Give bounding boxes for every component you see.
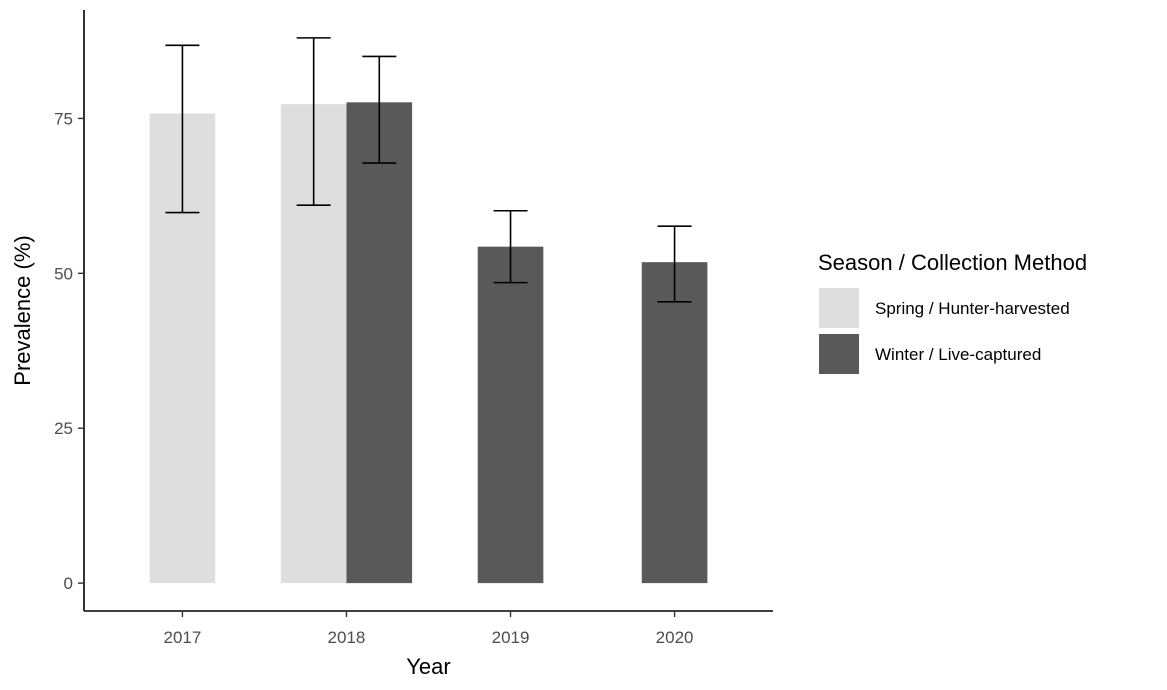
x-tick-label: 2018: [328, 628, 366, 647]
x-tick-label: 2019: [492, 628, 530, 647]
error-bar-2018-spring: [296, 37, 331, 206]
y-axis-title: Prevalence (%): [10, 235, 35, 385]
bars-layer: [149, 102, 708, 584]
ticks-layer: 0 25 50 75 2017 2018 2019 2020: [54, 109, 693, 647]
axes-layer: [83, 10, 773, 612]
legend-swatch-spring: [819, 288, 859, 328]
y-tick-label: 0: [64, 574, 73, 593]
legend-title: Season / Collection Method: [818, 250, 1087, 275]
bar-2018-winter: [346, 102, 413, 584]
legend: Season / Collection Method Spring / Hunt…: [818, 250, 1087, 374]
x-axis-title: Year: [406, 654, 450, 679]
legend-items: Spring / Hunter-harvested Winter / Live-c…: [819, 288, 1070, 374]
legend-label-spring: Spring / Hunter-harvested: [875, 299, 1070, 318]
y-tick-label: 50: [54, 264, 73, 283]
error-bar-2020-winter: [657, 225, 692, 303]
x-tick-label: 2017: [164, 628, 202, 647]
x-tick-label: 2020: [656, 628, 694, 647]
error-bar-2019-winter: [493, 209, 528, 284]
bar-2020-winter: [641, 262, 708, 584]
legend-swatch-winter: [819, 334, 859, 374]
error-bar-2018-winter: [362, 55, 397, 164]
bar-2019-winter: [477, 246, 544, 584]
legend-label-winter: Winter / Live-captured: [875, 345, 1041, 364]
y-tick-label: 25: [54, 419, 73, 438]
y-tick-label: 75: [54, 109, 73, 128]
errorbars-layer: [165, 37, 692, 303]
error-bar-2017-spring: [165, 44, 200, 214]
